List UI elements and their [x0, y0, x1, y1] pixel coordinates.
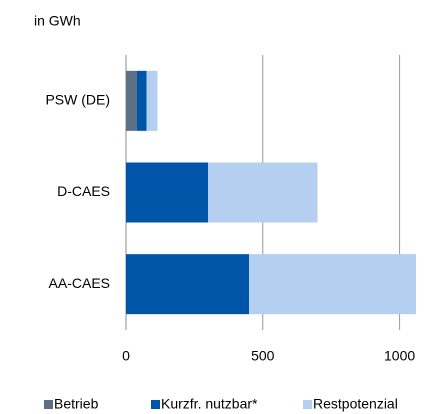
- y-tick-label: D-CAES: [57, 183, 110, 199]
- bar-segment: [136, 70, 147, 131]
- legend-swatch: [151, 400, 160, 409]
- legend-label: Restpotenzial: [313, 396, 398, 412]
- bar-segment: [126, 254, 250, 315]
- bar-segment: [146, 70, 158, 131]
- legend-label: Betrieb: [54, 396, 99, 412]
- y-tick-label: PSW (DE): [45, 92, 110, 108]
- bar-segment: [126, 162, 209, 223]
- x-tick-label: 0: [122, 348, 130, 364]
- bar-segment: [126, 70, 137, 131]
- legend-label: Kurzfr. nutzbar*: [161, 396, 258, 412]
- legend-swatch: [44, 400, 53, 409]
- legend-swatch: [303, 400, 312, 409]
- bar-segment: [208, 162, 318, 223]
- x-tick-label: 500: [251, 348, 275, 364]
- chart-subtitle: in GWh: [34, 13, 81, 29]
- y-tick-label: AA-CAES: [49, 275, 110, 291]
- x-tick-label: 1000: [384, 348, 415, 364]
- bar-segment: [249, 254, 416, 315]
